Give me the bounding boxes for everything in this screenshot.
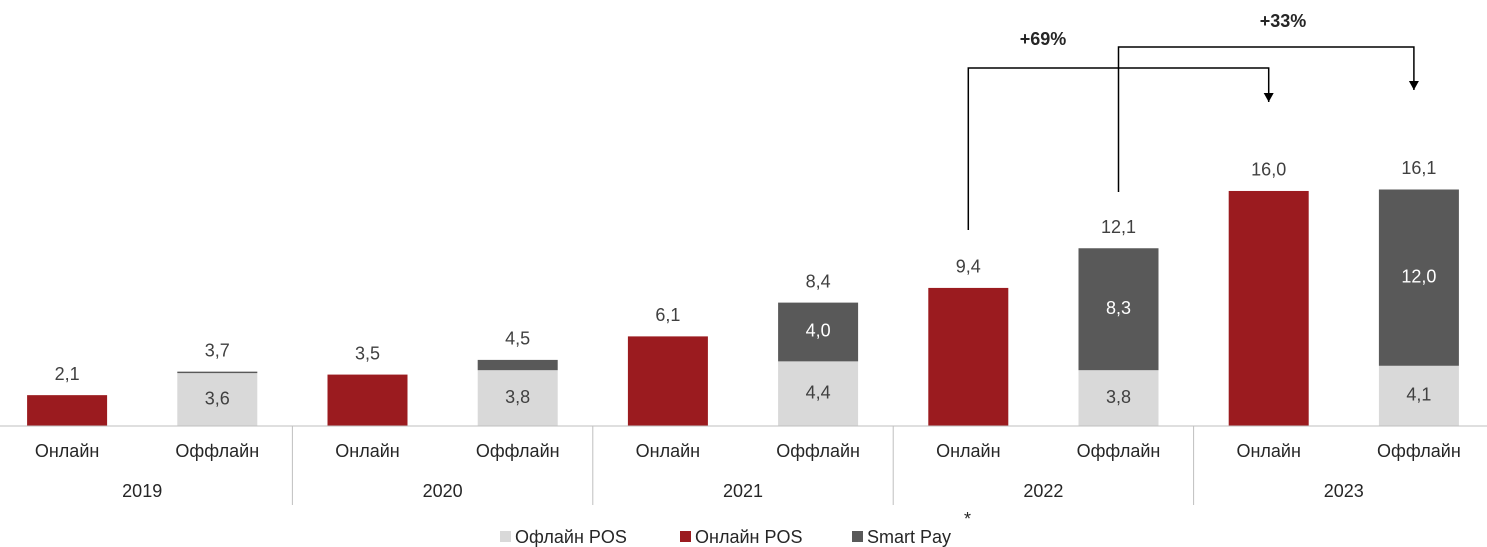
growth-arrow-head bbox=[1408, 81, 1419, 90]
group-label: 2021 bbox=[723, 481, 763, 501]
x-tick-label: Онлайн bbox=[1236, 441, 1300, 461]
bar-segment bbox=[1228, 190, 1309, 426]
growth-arrow-head bbox=[1263, 93, 1274, 102]
bar-segment bbox=[1078, 248, 1159, 371]
total-label: 2,1 bbox=[55, 364, 80, 384]
value-label: 3,8 bbox=[1106, 387, 1131, 407]
value-label: 12,0 bbox=[1401, 266, 1436, 286]
bar-segment bbox=[928, 287, 1009, 426]
x-tick-label: Онлайн bbox=[35, 441, 99, 461]
legend-swatch bbox=[680, 531, 691, 542]
legend-note: * bbox=[964, 509, 971, 529]
bar-segment bbox=[177, 371, 258, 374]
x-tick-label: Оффлайн bbox=[1077, 441, 1161, 461]
x-tick-label: Онлайн bbox=[936, 441, 1000, 461]
bar-segment bbox=[1378, 189, 1459, 366]
total-label: 6,1 bbox=[655, 305, 680, 325]
bar-segment bbox=[627, 336, 708, 426]
x-tick-label: Оффлайн bbox=[776, 441, 860, 461]
legend-label: Онлайн POS bbox=[695, 527, 802, 547]
total-label: 16,1 bbox=[1401, 158, 1436, 178]
bar-segment bbox=[778, 361, 859, 426]
total-label: 3,5 bbox=[355, 343, 380, 363]
legend-swatch bbox=[500, 531, 511, 542]
legend-label: Офлайн POS bbox=[515, 527, 627, 547]
x-tick-label: Онлайн bbox=[636, 441, 700, 461]
value-label: 4,0 bbox=[806, 321, 831, 341]
bar-segment bbox=[327, 374, 408, 426]
total-label: 12,1 bbox=[1101, 217, 1136, 237]
total-label: 3,7 bbox=[205, 340, 230, 360]
value-label: 4,1 bbox=[1406, 385, 1431, 405]
group-label: 2020 bbox=[423, 481, 463, 501]
bar-segment bbox=[27, 395, 108, 426]
group-label: 2019 bbox=[122, 481, 162, 501]
total-label: 9,4 bbox=[956, 257, 981, 277]
legend-swatch bbox=[852, 531, 863, 542]
group-label: 2023 bbox=[1324, 481, 1364, 501]
bar-segment bbox=[1378, 365, 1459, 426]
x-tick-label: Оффлайн bbox=[476, 441, 560, 461]
value-label: 4,4 bbox=[806, 382, 831, 402]
value-label: 3,8 bbox=[505, 387, 530, 407]
bar-segment bbox=[1078, 370, 1159, 426]
group-label: 2022 bbox=[1023, 481, 1063, 501]
bar-segment bbox=[778, 302, 859, 362]
x-tick-label: Оффлайн bbox=[1377, 441, 1461, 461]
value-label: 3,6 bbox=[205, 388, 230, 408]
annotation: +33% bbox=[1260, 11, 1307, 31]
legend-label: Smart Pay bbox=[867, 527, 951, 547]
bar-segment bbox=[177, 373, 258, 426]
bar-segment bbox=[477, 359, 558, 371]
x-tick-label: Оффлайн bbox=[175, 441, 259, 461]
x-tick-label: Онлайн bbox=[335, 441, 399, 461]
total-label: 8,4 bbox=[806, 271, 831, 291]
total-label: 4,5 bbox=[505, 329, 530, 349]
annotation: +69% bbox=[1020, 29, 1067, 49]
total-label: 16,0 bbox=[1251, 160, 1286, 180]
growth-arrow bbox=[1117, 46, 1415, 192]
value-label: 8,3 bbox=[1106, 298, 1131, 318]
bar-segment bbox=[477, 370, 558, 426]
